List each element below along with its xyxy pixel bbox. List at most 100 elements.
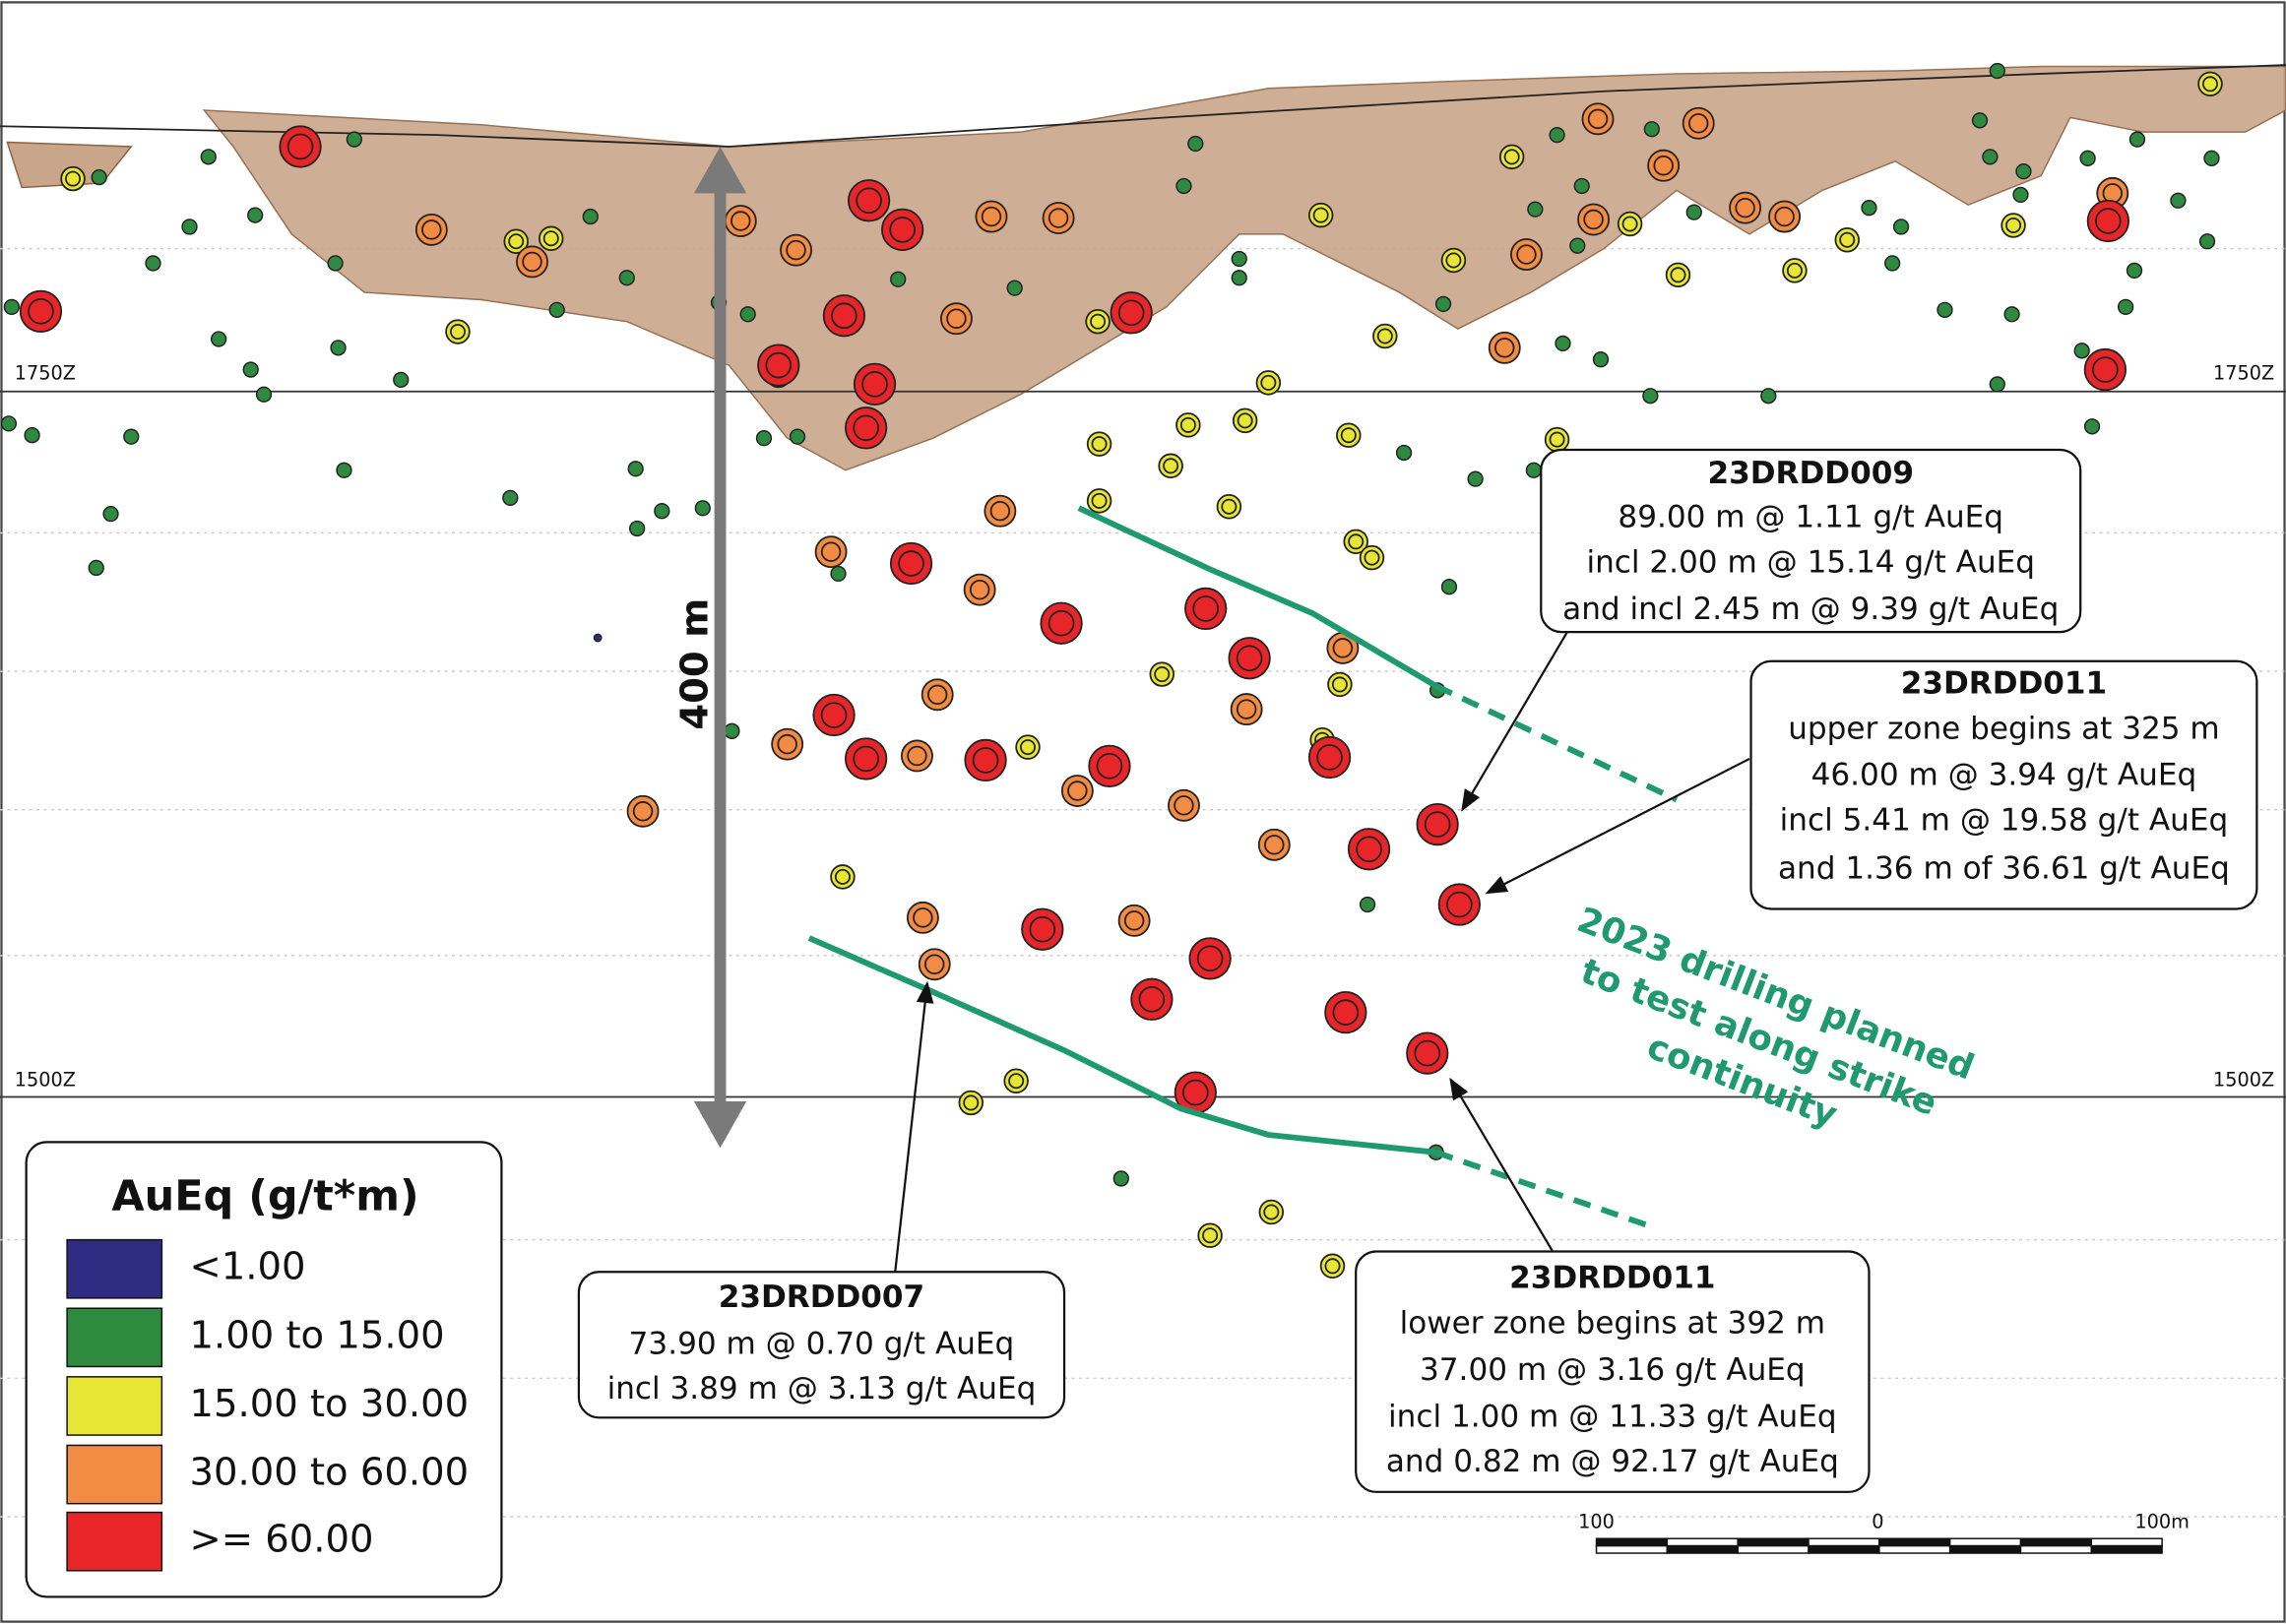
intercept [1163,458,1179,474]
intercept [831,302,857,330]
intercept [820,702,848,728]
intercept [2092,356,2119,383]
intercept [1048,208,1069,228]
intercept [1154,666,1171,683]
intercept [1091,492,1108,509]
intercept [830,565,847,583]
intercept [1029,915,1056,943]
callout-line: incl 3.89 m @ 3.13 g/t AuEq [607,1371,1037,1406]
intercept [618,270,635,286]
intercept [1445,252,1462,269]
callout-box [577,1271,1066,1419]
intercept [1642,388,1659,405]
callout: 23DRDD009 89.00 m @ 1.11 g/t AuEq incl 2.0… [1540,448,2082,634]
callout-box [1749,659,2258,910]
intercept [786,239,806,261]
legend-label: 30.00 to 60.00 [190,1451,470,1495]
scale-segment [1808,1537,1880,1547]
intercept [65,170,82,187]
intercept [593,633,603,643]
intercept [582,208,599,225]
intercept [1621,216,1638,232]
intercept [24,427,40,444]
intercept [632,801,654,822]
intercept [1376,328,1393,344]
intercept [1685,204,1702,220]
intercept [2198,233,2216,250]
intercept [28,297,54,325]
intercept [1112,1170,1129,1187]
scale-segment [2090,1537,2163,1547]
intercept [1434,295,1452,313]
intercept [1332,638,1354,658]
intercept [1760,388,1777,405]
intercept [889,217,916,243]
intercept [1264,835,1285,855]
intercept [330,340,347,356]
intercept [210,331,227,347]
intercept [0,415,18,432]
intercept [972,747,999,774]
intercept [1091,436,1108,453]
intercept [1989,376,2005,393]
intercept [286,133,314,160]
intercept [2095,208,2122,234]
intercept [654,503,670,520]
intercept [1587,108,1609,130]
intercept [1583,209,1604,230]
intercept [449,324,466,341]
callout-line: and 0.82 m @ 92.17 g/t AuEq [1386,1444,1839,1479]
callout: 23DRDD011 upper zone begins at 325 m 46.00… [1749,659,2258,910]
callout-line: incl 5.41 m @ 19.58 g/t AuEq [1780,803,2229,839]
intercept [1687,113,1709,134]
intercept [1440,579,1458,595]
intercept [1175,177,1192,195]
intercept [1202,1227,1219,1244]
intercept [627,461,644,477]
intercept [1236,645,1263,672]
intercept [946,308,967,329]
intercept [2083,418,2101,435]
intercept [1260,374,1277,391]
intercept [1312,207,1329,223]
intercept [834,868,851,885]
intercept [1395,444,1413,462]
intercept [1892,219,1910,235]
intercept [1549,126,1565,144]
intercept [1316,744,1343,771]
legend-label: 15.00 to 30.00 [190,1382,470,1426]
intercept [853,414,879,442]
intercept [1174,795,1194,816]
intercept [1549,431,1565,448]
intercept [1340,427,1357,444]
callout-arrows [894,631,1750,1273]
callout-box [1540,448,2082,634]
intercept [1516,244,1537,265]
intercept [1937,301,1953,318]
intercept [1653,156,1674,176]
callout-title: 23DRDD011 [1509,1261,1715,1296]
intercept [724,722,740,739]
intercept [1187,135,1204,153]
callout-box [1355,1250,1871,1493]
intercept [924,954,945,974]
intercept [542,230,559,247]
level-label: 1750Z [2213,361,2274,384]
intercept [3,298,20,316]
intercept [502,489,519,507]
intercept [393,371,410,389]
intercept [1861,200,1877,217]
scale-segment [1878,1544,1951,1554]
scale-segment [1808,1544,1880,1554]
intercept [963,1094,980,1111]
intercept [1424,811,1451,838]
scale-marker-label: 400 m [672,598,717,730]
intercept [1774,206,1795,227]
intercept [1414,1039,1441,1067]
topography [0,64,2286,148]
intercept [1643,121,1660,138]
intercept [1123,910,1145,931]
intercept [1332,999,1360,1026]
intercept [2015,163,2032,180]
